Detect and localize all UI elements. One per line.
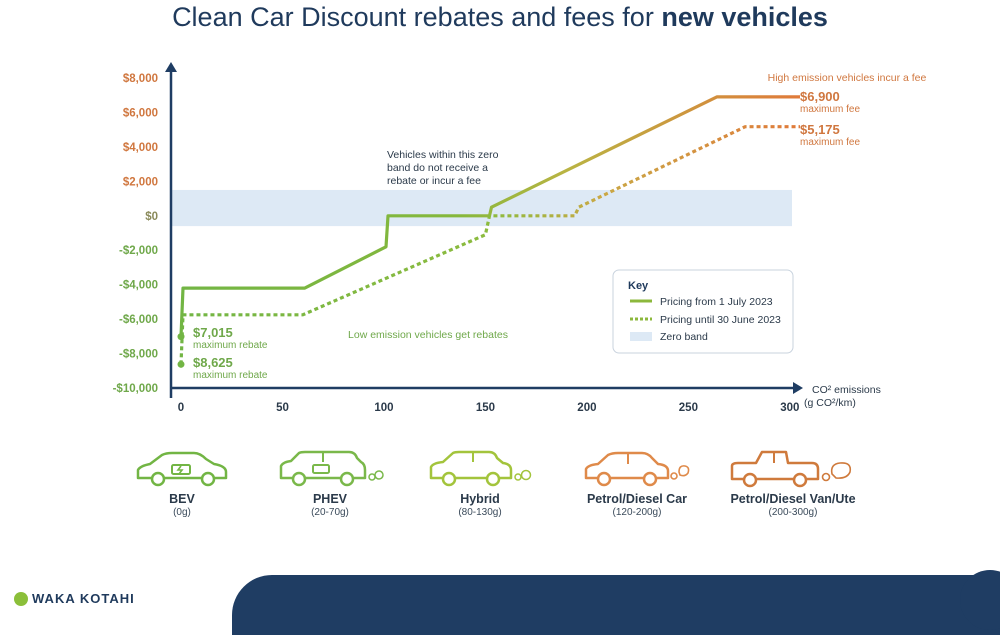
y-tick-label: $2,000 (123, 176, 158, 188)
y-tick-label: $6,000 (123, 107, 158, 119)
x-axis-label-line2: (g CO²/km) (804, 397, 856, 409)
zero-band (172, 189, 792, 227)
y-tick-label: $0 (145, 211, 158, 223)
solid-max-fee-value: $6,900 (800, 89, 840, 104)
legend-box (612, 269, 794, 354)
vehicle-range: (120-200g) (612, 507, 662, 518)
vehicle-hybrid: Hybrid (80-130g) (395, 448, 565, 518)
y-tick-label: -$6,000 (119, 314, 158, 326)
x-tick-label: 0 (178, 402, 184, 414)
vehicle-name: BEV (169, 492, 195, 506)
legend-label-dotted: Pricing until 30 June 2023 (660, 314, 781, 326)
legend-swatch-band (630, 332, 652, 341)
vehicle-range: (80-130g) (458, 507, 502, 518)
dotted-start-point (177, 360, 185, 368)
vehicle-phev: PHEV (20-70g) (245, 448, 415, 518)
annotation-zero-band-2: band do not receive a (387, 162, 488, 174)
y-tick-label: -$2,000 (119, 245, 158, 257)
annotation-zero-band-1: Vehicles within this zero (387, 149, 499, 161)
series-line-until-june-2023 (179, 125, 800, 365)
legend-label-solid: Pricing from 1 July 2023 (660, 296, 773, 308)
vehicle-name: PHEV (312, 492, 348, 506)
legend-label-band: Zero band (660, 331, 708, 343)
x-tick-label: 50 (276, 402, 289, 414)
vehicle-bev: BEV (0g) (97, 448, 267, 518)
solid-max-rebate-label: maximum rebate (193, 340, 268, 351)
chart-title: Clean Car Discount rebates and fees for … (0, 0, 1000, 34)
petrol-car-icon (584, 451, 690, 487)
hybrid-hatchback-icon (429, 450, 532, 487)
y-tick-label: $4,000 (123, 142, 158, 154)
dotted-max-rebate-label: maximum rebate (193, 370, 268, 381)
vehicle-range: (20-70g) (311, 507, 349, 518)
annotation-high-emission: High emission vehicles incur a fee (768, 72, 927, 84)
annotation-zero-band-3: rebate or incur a fee (387, 175, 481, 187)
dotted-max-fee-value: $5,175 (800, 122, 840, 137)
vehicle-range: (200-300g) (768, 507, 818, 518)
series-line-from-july-2023 (179, 95, 800, 337)
vehicle-van-ute: Petrol/Diesel Van/Ute (200-300g) (708, 448, 878, 518)
vehicle-petrol-car: Petrol/Diesel Car (120-200g) (552, 448, 722, 518)
x-tick-label: 300 (780, 402, 799, 414)
annotation-low-emission: Low emission vehicles get rebates (348, 329, 508, 341)
y-tick-label: -$4,000 (119, 280, 158, 292)
x-axis-label-line1: CO² emissions (812, 384, 881, 396)
y-tick-label: -$8,000 (119, 349, 158, 361)
emissions-chart: $8,000 $6,000 $4,000 $2,000 $0 -$2,000 -$4,000… (113, 62, 927, 414)
dotted-max-rebate-value: $8,625 (193, 355, 233, 370)
solid-max-fee-label: maximum fee (800, 104, 860, 115)
x-axis-arrow (793, 382, 803, 394)
bev-car-icon (136, 451, 228, 487)
title-main: Clean Car Discount rebates and fees for (172, 2, 654, 32)
phev-suv-icon (279, 450, 384, 487)
x-tick-label: 100 (374, 402, 393, 414)
x-tick-label: 250 (679, 402, 698, 414)
y-axis-arrow (165, 62, 177, 72)
vehicle-range: (0g) (173, 507, 191, 518)
dotted-max-fee-label: maximum fee (800, 137, 860, 148)
y-tick-label: $8,000 (123, 73, 158, 85)
title-bold: new vehicles (661, 2, 828, 32)
y-tick-label: -$10,000 (113, 383, 158, 395)
footer-band (232, 575, 1000, 635)
solid-max-rebate-value: $7,015 (193, 325, 233, 340)
solid-start-point (177, 333, 185, 341)
logo-icon (14, 592, 28, 606)
footer-logo: WAKA KOTAHI (32, 591, 135, 606)
x-tick-label: 150 (476, 402, 495, 414)
x-tick-label: 200 (577, 402, 596, 414)
legend-title: Key (628, 280, 649, 292)
ute-icon (730, 450, 852, 488)
vehicle-name: Petrol/Diesel Car (586, 492, 688, 506)
vehicle-name: Petrol/Diesel Van/Ute (730, 492, 856, 506)
vehicle-name: Hybrid (460, 492, 500, 506)
